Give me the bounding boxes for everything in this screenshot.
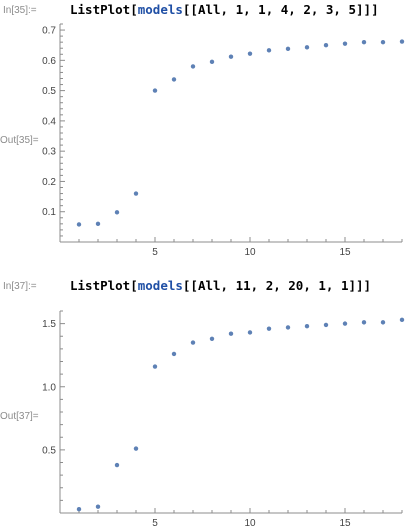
y-tick-label: 0.6 [42, 56, 56, 67]
data-point [380, 320, 386, 325]
input-expression[interactable]: ListPlot[models[[All, 1, 1, 4, 2, 3, 5]]… [70, 2, 379, 17]
y-tick-label: 1.5 [42, 319, 56, 330]
data-point [190, 340, 196, 345]
data-point [209, 336, 215, 341]
close-bracket: ] [371, 2, 379, 17]
data-point [152, 364, 158, 369]
part-args: [[All, 11, 2, 20, 1, 1]] [182, 278, 364, 293]
data-point [361, 39, 367, 45]
notebook-cell-37: In[37]:= ListPlot[models[[All, 11, 2, 20… [0, 275, 411, 532]
data-point [209, 59, 215, 65]
in-label: In[37]:= [3, 281, 37, 292]
in-label: In[35]:= [3, 5, 37, 16]
data-point [133, 446, 139, 451]
data-point [380, 39, 386, 45]
x-tick-label: 15 [339, 247, 351, 258]
y-tick-label: 0.5 [42, 86, 56, 97]
data-point [399, 317, 405, 323]
y-tick-label: 0.7 [42, 26, 56, 37]
out-label: Out[37]= [0, 411, 39, 422]
data-point [323, 322, 329, 328]
data-point [114, 462, 120, 468]
data-point [285, 46, 291, 52]
data-point [152, 88, 158, 93]
list-plot-1[interactable]: 5 10 15 0.1 0.2 0.3 0.4 0.5 0.6 0.7 [0, 0, 411, 265]
data-point [285, 325, 291, 330]
close-bracket: ] [363, 278, 372, 293]
open-bracket: [ [130, 2, 138, 17]
function-name: ListPlot [70, 278, 131, 293]
data-point [399, 39, 405, 44]
data-point [342, 321, 348, 326]
data-point [190, 64, 196, 69]
data-point [114, 210, 120, 215]
data-point [342, 41, 348, 46]
y-tick-label: 0.4 [42, 116, 56, 127]
y-tick-label: 0.2 [42, 177, 56, 188]
part-args: [[All, 1, 1, 4, 2, 3, 5]] [182, 2, 372, 17]
data-point [247, 330, 253, 335]
data-point [266, 48, 272, 53]
notebook-cell-35: In[35]:= ListPlot[models[[All, 1, 1, 4, … [0, 0, 411, 265]
x-tick-label: 10 [244, 518, 256, 529]
x-tick-label: 5 [152, 247, 158, 258]
data-point [171, 77, 177, 82]
data-point [95, 221, 101, 227]
function-name: ListPlot [70, 2, 131, 17]
data-point [361, 320, 367, 325]
y-tick-label: 0.5 [42, 445, 56, 456]
x-tick-label: 15 [339, 518, 351, 529]
data-point [95, 504, 101, 509]
y-tick-label: 0.3 [42, 147, 56, 158]
symbol-name: models [137, 278, 183, 293]
data-point [76, 222, 82, 227]
x-tick-label: 5 [152, 518, 158, 529]
data-point [171, 351, 177, 357]
data-point [247, 51, 253, 56]
x-tick-label: 10 [244, 247, 256, 258]
data-point [304, 323, 310, 329]
data-point [228, 54, 234, 59]
input-expression[interactable]: ListPlot[models[[All, 11, 2, 20, 1, 1]]] [70, 278, 371, 293]
list-plot-2[interactable]: 5 10 15 0.5 1.0 1.5 [0, 275, 411, 532]
data-point [228, 331, 234, 336]
out-label: Out[35]= [0, 135, 39, 146]
data-point [76, 507, 82, 512]
symbol-name: models [137, 2, 183, 17]
y-tick-label: 1.0 [42, 382, 56, 393]
data-point [133, 191, 139, 196]
data-point [304, 45, 310, 50]
open-bracket: [ [130, 278, 138, 293]
data-point [266, 326, 272, 331]
y-tick-label: 0.1 [42, 207, 56, 218]
data-point [323, 42, 329, 48]
